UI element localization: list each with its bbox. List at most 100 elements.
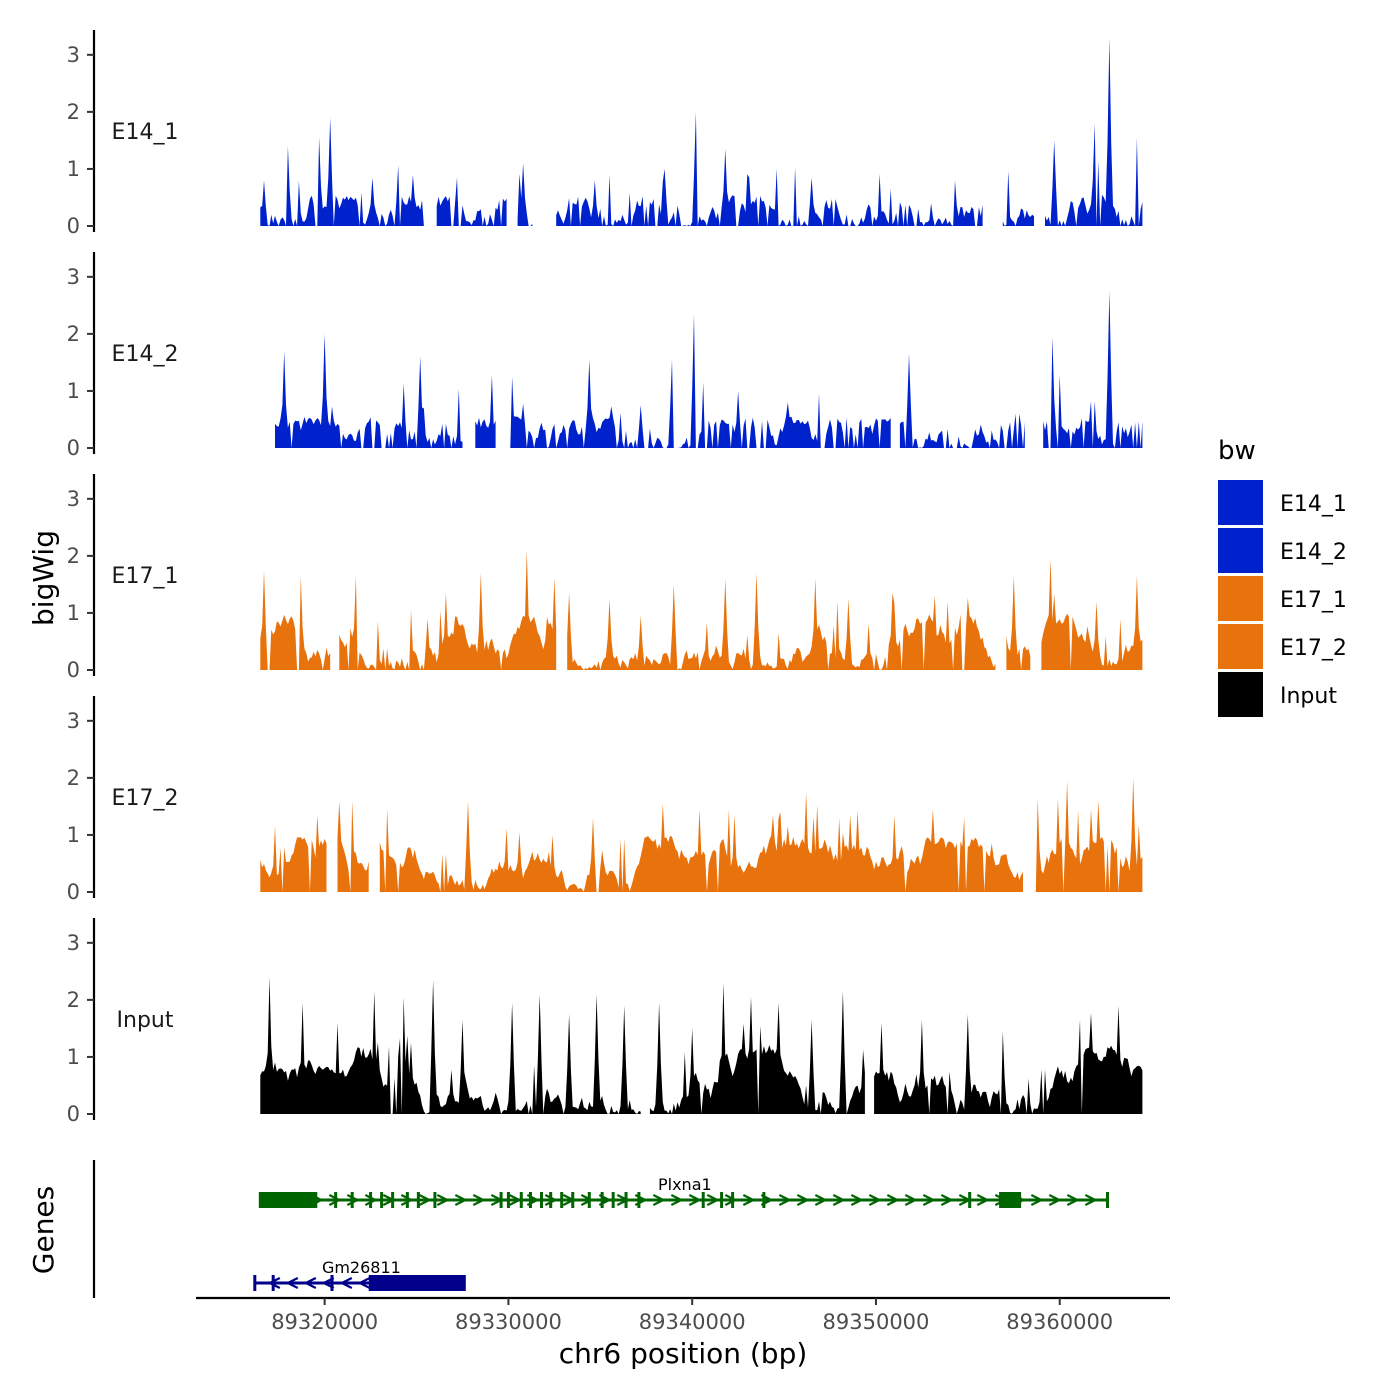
strand-arrow [436,1194,450,1206]
legend-label: E17_1 [1280,588,1347,613]
exon [720,1192,724,1208]
legend-label: Input [1280,684,1337,709]
exon [499,1192,503,1208]
strand-arrow [1066,1194,1080,1206]
gene-gm26811: Gm26811 [253,1258,466,1291]
exon [587,1192,591,1208]
strand-arrow [454,1194,468,1206]
exon [762,1192,766,1208]
x-tick-label: 89360000 [1006,1310,1113,1334]
strand-arrow [339,1277,353,1289]
strand-arrow [814,1194,828,1206]
signal-area [260,777,1143,892]
exon [600,1192,604,1208]
x-tick-label: 89340000 [639,1310,746,1334]
x-axis-title: chr6 position (bp) [559,1337,808,1370]
strand-arrow [940,1194,954,1206]
strand-arrow [580,1194,594,1206]
exon [549,1192,553,1208]
strand-arrow [652,1194,666,1206]
y-tick-label: 2 [67,322,80,346]
exon [999,1192,1022,1208]
legend-swatch [1218,672,1263,717]
strand-arrow [346,1194,360,1206]
exon [519,1192,523,1208]
exon [637,1192,641,1208]
strand-arrow [886,1194,900,1206]
y-tick-label: 1 [67,157,80,181]
track-e14-1: 0 1 2 3 E14_1 [67,30,1143,238]
exon [416,1192,420,1208]
y-tick-label: 2 [67,544,80,568]
track-e14-2: 0 1 2 3 E14_2 [67,252,1143,460]
y-tick-label: 1 [67,1045,80,1069]
y-tick-label: 0 [67,1102,80,1126]
exon [611,1192,615,1208]
x-tick-label: 89320000 [271,1310,378,1334]
legend-swatch [1218,480,1263,525]
exon [701,1192,705,1208]
track-e17-1: 0 1 2 3 E17_1 [67,474,1143,682]
strand-arrow [544,1194,558,1206]
exon [539,1192,543,1208]
strand-arrow [303,1277,317,1289]
strand-arrow [832,1194,846,1206]
y-tick-label: 1 [67,379,80,403]
track-e17-2: 0 1 2 3 E17_2 [67,696,1143,904]
strand-arrow [796,1194,810,1206]
strand-arrow [1030,1194,1044,1206]
exon [368,1275,465,1291]
y-axis-title: bigWig [27,530,60,626]
strand-arrow [364,1194,378,1206]
exon [334,1192,338,1208]
track-input: 0 1 2 3 Input [67,918,1143,1126]
exon [405,1192,409,1208]
exon [968,1192,972,1208]
genes-panel: Plxna1 Gm26811 [92,1160,1110,1298]
y-tick-label: 3 [67,931,80,955]
strand-arrow [1084,1194,1098,1206]
exon [330,1275,334,1291]
strand-arrow [850,1194,864,1206]
y-tick-label: 1 [67,601,80,625]
track-label: E17_1 [112,564,179,589]
strand-arrow [706,1194,720,1206]
gene-name-label: Gm26811 [322,1258,401,1277]
strand-arrow [904,1194,918,1206]
legend-label: E17_2 [1280,636,1347,661]
track-label: Input [117,1008,174,1033]
strand-arrow [328,1194,342,1206]
legend-swatch [1218,624,1263,669]
bigwig-tracks: 0 1 2 3 E14_1 0 1 2 3 E14_2 0 1 2 3 E17_1 0 1 2 3 E17_2 0 1 2 3… [67,30,1143,1126]
exon [350,1192,354,1208]
y-tick-label: 3 [67,43,80,67]
y-tick-label: 3 [67,265,80,289]
legend: bw E14_1 E14_2 E17_1 E17_2 Input [1218,436,1347,717]
legend-title: bw [1218,436,1256,466]
y-tick-label: 0 [67,880,80,904]
y-tick-label: 3 [67,487,80,511]
strand-arrow [778,1194,792,1206]
gene-plxna1: Plxna1 [258,1175,1110,1208]
strand-arrow [742,1194,756,1206]
exon [391,1192,395,1208]
legend-swatch [1218,528,1263,573]
track-label: E14_1 [112,120,179,145]
exon [528,1192,532,1208]
y-tick-label: 1 [67,823,80,847]
exon [380,1192,384,1208]
y-tick-label: 0 [67,436,80,460]
strand-arrow [321,1277,335,1289]
exon [433,1192,437,1208]
legend-label: E14_2 [1280,540,1347,565]
strand-arrow [418,1194,432,1206]
strand-arrow [508,1194,522,1206]
exon [271,1275,275,1291]
y-tick-label: 2 [67,988,80,1012]
y-tick-label: 0 [67,658,80,682]
exon [731,1192,735,1208]
exon [506,1192,510,1208]
gene-name-label: Plxna1 [658,1175,712,1194]
track-label: E14_2 [112,342,179,367]
